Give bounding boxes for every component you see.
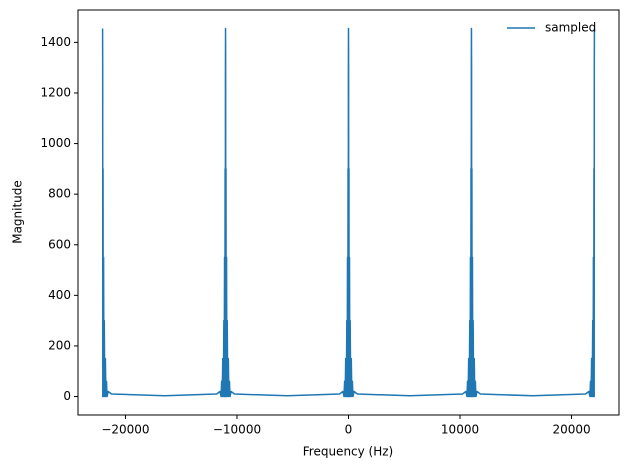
x-tick-label: −10000	[213, 423, 261, 437]
line-series	[101, 27, 596, 398]
y-tick-label: 1400	[40, 35, 71, 49]
x-axis-label: Frequency (Hz)	[303, 445, 394, 459]
y-tick-label: 400	[48, 288, 71, 302]
y-tick-label: 1000	[40, 136, 71, 150]
y-tick-label: 200	[48, 338, 71, 352]
legend-label: sampled	[545, 21, 596, 35]
x-tick-label: 10000	[441, 423, 479, 437]
y-tick-label: 800	[48, 187, 71, 201]
x-tick-label: 0	[345, 423, 353, 437]
x-tick-label: −20000	[101, 423, 149, 437]
y-tick-label: 0	[63, 389, 71, 403]
y-tick-label: 600	[48, 237, 71, 251]
y-axis-label: Magnitude	[11, 180, 25, 244]
x-tick-label: 20000	[552, 423, 590, 437]
axes-frame	[77, 9, 620, 416]
y-tick-label: 1200	[40, 85, 71, 99]
